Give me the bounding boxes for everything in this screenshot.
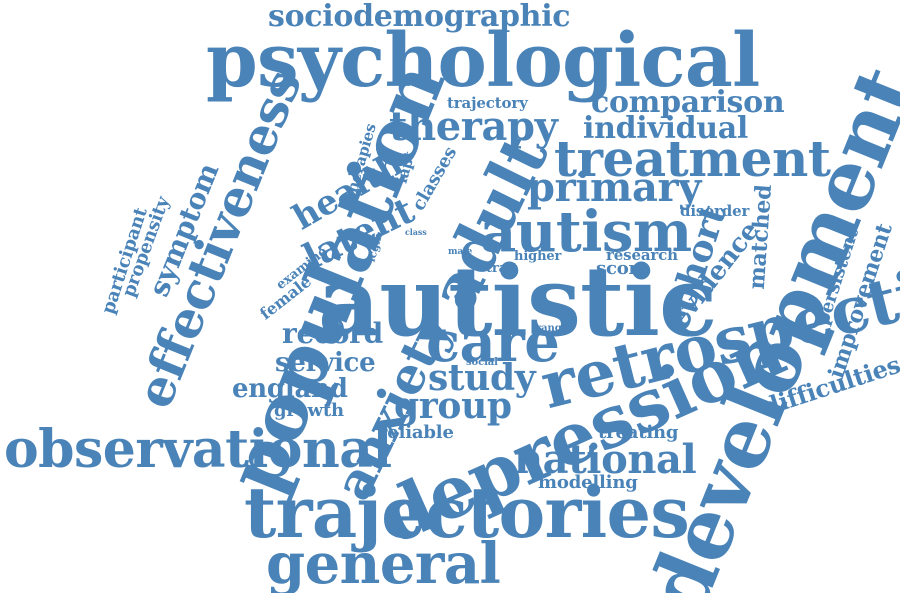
word-service: service xyxy=(275,348,376,378)
word-range: range xyxy=(536,323,568,334)
word-care: care xyxy=(426,309,560,375)
word-national: national xyxy=(514,436,697,483)
word-trajectories: trajectories xyxy=(244,471,690,554)
word-autism: autism xyxy=(480,199,692,265)
word-comparison: comparison xyxy=(591,85,785,120)
word-disorder: disorder xyxy=(680,202,750,220)
word-reliable: reliable xyxy=(378,422,454,443)
word-observational: general xyxy=(266,531,501,593)
word-primary: therapy xyxy=(389,103,558,150)
word-study: study xyxy=(428,357,536,399)
word-individual: individual xyxy=(583,111,749,146)
word-growth: growth xyxy=(274,400,344,421)
word-treatment: treatment xyxy=(554,129,831,188)
word-group: group xyxy=(394,385,512,427)
word-therapy: primary xyxy=(527,164,701,211)
word-higher: higher xyxy=(514,249,562,264)
word-trait: trait xyxy=(486,261,518,276)
word-research: research xyxy=(606,246,678,264)
word-score: score xyxy=(596,258,650,279)
word-treating: treating xyxy=(598,422,679,443)
word-data: data xyxy=(454,291,474,301)
word-record: record xyxy=(282,317,383,350)
word-ace: ace xyxy=(458,283,472,292)
word-class: class xyxy=(405,227,427,237)
word-autistic: autistic xyxy=(318,245,717,358)
word-modelling: modelling xyxy=(538,472,638,493)
word-psychological: psychological xyxy=(206,18,760,104)
word-england: england xyxy=(232,374,348,404)
word-male: male xyxy=(448,247,473,257)
word-trajectory: trajectory xyxy=(447,94,528,112)
word-social: social xyxy=(466,357,498,368)
word-retrospective: observational xyxy=(4,419,392,480)
word-sociodemographic: sociodemographic xyxy=(268,0,571,34)
